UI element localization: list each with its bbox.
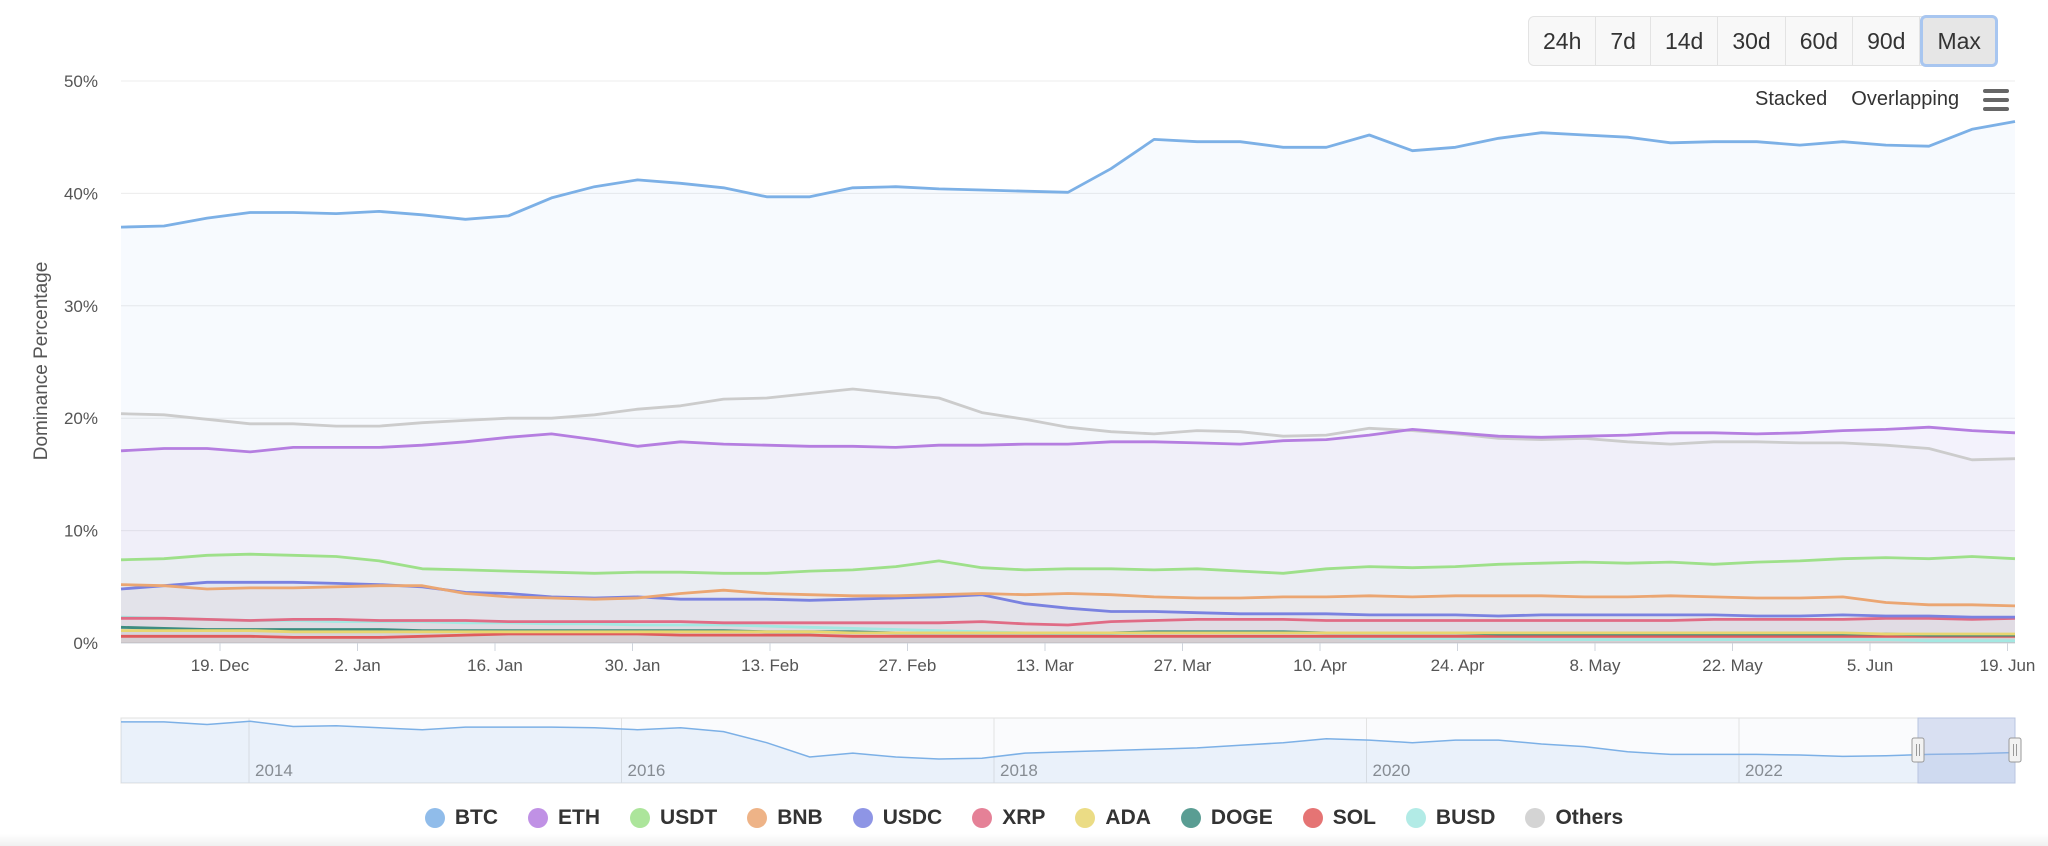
series-area-others <box>121 389 2015 643</box>
range-button-7d[interactable]: 7d <box>1596 17 1651 65</box>
legend-item-usdc[interactable]: USDC <box>852 806 943 830</box>
navigator-selection-window[interactable] <box>1917 717 2016 784</box>
x-tick-label: 19. Dec <box>191 656 250 675</box>
time-navigator[interactable]: 2014 2016 2018 2020 2022 <box>120 717 2022 784</box>
legend-item-xrp[interactable]: XRP <box>972 806 1045 830</box>
legend-label: BNB <box>777 806 823 829</box>
range-button-max[interactable]: Max <box>1920 15 1998 67</box>
range-button-24h[interactable]: 24h <box>1529 17 1597 65</box>
y-tick-label: 20% <box>64 409 98 428</box>
series-area-bnb <box>121 584 2015 643</box>
legend-item-ada[interactable]: ADA <box>1075 806 1151 830</box>
legend-item-btc[interactable]: BTC <box>424 806 499 830</box>
y-tick-label: 40% <box>64 184 98 203</box>
series-area-btc <box>121 121 2015 643</box>
series-line-eth[interactable] <box>120 425 2016 454</box>
legend-marker <box>972 808 993 828</box>
series-lines[interactable] <box>120 120 2016 643</box>
x-tick-label: 8. May <box>1569 656 1621 675</box>
x-tick-label: 16. Jan <box>467 656 523 675</box>
y-tick-label: 50% <box>64 72 98 91</box>
navigator-tick-label: 2018 <box>1000 761 1038 780</box>
series-line-usdt[interactable] <box>120 552 2016 575</box>
x-tick-label: 19. Jun <box>1980 656 2036 675</box>
series-line-sol[interactable] <box>121 632 2015 639</box>
legend-marker <box>1405 808 1426 828</box>
x-tick-label: 13. Mar <box>1016 656 1074 675</box>
legend-marker <box>528 808 549 828</box>
series-line-xrp[interactable] <box>121 616 2016 627</box>
legend-marker <box>1302 808 1323 828</box>
legend-item-others[interactable]: Others <box>1525 806 1623 830</box>
series-line-btc[interactable] <box>120 120 2016 229</box>
legend-label: USDC <box>882 806 943 829</box>
hamburger-menu-icon[interactable] <box>1983 88 2010 111</box>
legend-marker <box>1075 808 1096 828</box>
series-line-ada[interactable] <box>121 629 2015 636</box>
x-tick-label: 13. Feb <box>741 656 799 675</box>
legend-label: Others <box>1555 806 1624 829</box>
legend-item-eth[interactable]: ETH <box>528 806 600 830</box>
legend-marker <box>630 808 651 828</box>
y-tick-label: 10% <box>64 522 98 541</box>
y-axis-label: Dominance Percentage <box>31 262 52 461</box>
y-tick-label: 0% <box>73 634 98 653</box>
x-tick-label: 22. May <box>1702 656 1763 675</box>
series-line-others[interactable] <box>120 387 2016 462</box>
navigator-handle[interactable] <box>1911 737 1925 763</box>
x-tick-label: 24. Apr <box>1431 656 1485 675</box>
navigator-tick-label: 2022 <box>1745 761 1783 780</box>
chart-legend: BTC ETH USDT BNB USDC XRP ADA DOGE SOL BUSD Others <box>0 806 2048 830</box>
legend-label: XRP <box>1002 806 1046 829</box>
y-axis-ticks: 0% 10% 20% 30% 40% 50% <box>64 72 98 653</box>
legend-label: ADA <box>1105 806 1151 829</box>
legend-marker <box>1525 808 1546 828</box>
stacked-button[interactable]: Stacked <box>1755 88 1828 110</box>
legend-marker <box>852 808 873 828</box>
navigator-tick-label: 2014 <box>255 761 293 780</box>
legend-label: BUSD <box>1435 806 1496 829</box>
legend-label: DOGE <box>1210 806 1273 829</box>
x-axis-ticks: 19. Dec 2. Jan 16. Jan 30. Jan 13. Feb 27. Fe… <box>191 643 2036 675</box>
legend-marker <box>1180 808 1201 828</box>
x-tick-label: 27. Feb <box>879 656 937 675</box>
x-tick-label: 5. Jun <box>1847 656 1893 675</box>
legend-marker <box>747 808 768 828</box>
series-area-usdc <box>121 582 2015 643</box>
navigator-tick-label: 2020 <box>1373 761 1411 780</box>
x-tick-label: 30. Jan <box>605 656 661 675</box>
legend-item-usdt[interactable]: USDT <box>630 806 717 830</box>
range-button-60d[interactable]: 60d <box>1785 17 1854 65</box>
legend-label: SOL <box>1332 806 1376 829</box>
legend-item-busd[interactable]: BUSD <box>1405 806 1496 830</box>
range-button-14d[interactable]: 14d <box>1650 17 1719 65</box>
chart-mode-toggle: Stacked Overlapping <box>1755 88 2010 111</box>
x-tick-label: 27. Mar <box>1154 656 1212 675</box>
overlapping-button[interactable]: Overlapping <box>1851 88 1960 110</box>
legend-label: BTC <box>454 806 499 829</box>
x-tick-label: 10. Apr <box>1293 656 1347 675</box>
legend-label: ETH <box>558 806 601 829</box>
legend-item-doge[interactable]: DOGE <box>1180 806 1273 830</box>
series-line-bnb[interactable] <box>120 583 2016 608</box>
range-button-90d[interactable]: 90d <box>1853 17 1921 65</box>
legend-item-bnb[interactable]: BNB <box>747 806 823 830</box>
time-range-selector: 24h 7d 14d 30d 60d 90d Max <box>1528 15 1998 67</box>
legend-item-sol[interactable]: SOL <box>1302 806 1376 830</box>
navigator-line <box>121 720 2016 760</box>
legend-label: USDT <box>660 806 718 829</box>
series-area-eth <box>121 427 2015 643</box>
y-tick-label: 30% <box>64 297 98 316</box>
range-button-30d[interactable]: 30d <box>1718 17 1786 65</box>
navigator-tick-label: 2016 <box>628 761 666 780</box>
footer-shadow <box>0 834 2048 846</box>
legend-marker <box>424 808 445 828</box>
navigator-handle[interactable] <box>2008 737 2022 763</box>
x-tick-label: 2. Jan <box>334 656 380 675</box>
series-area-busd <box>121 617 2015 643</box>
